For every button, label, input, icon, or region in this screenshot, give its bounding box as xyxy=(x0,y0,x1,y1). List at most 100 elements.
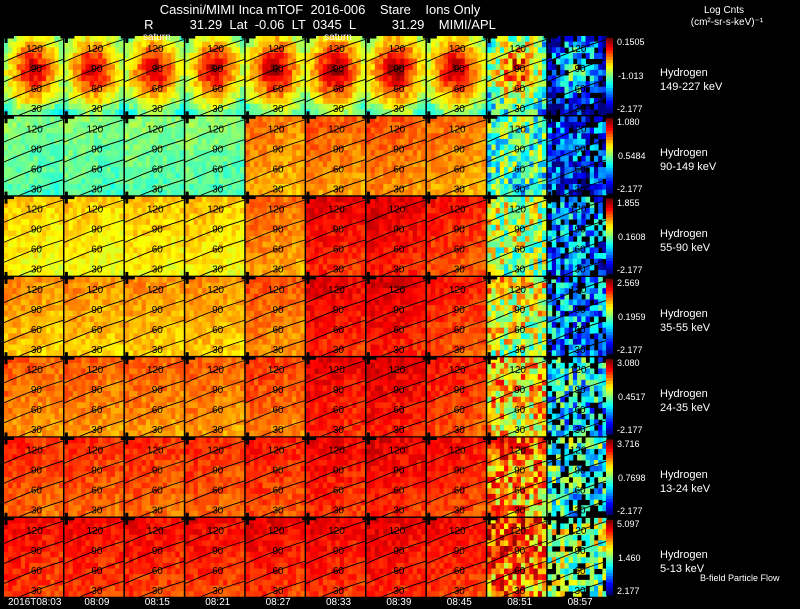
heatmap-cell xyxy=(218,202,224,209)
heatmap-cell xyxy=(162,167,168,174)
heatmap-cell xyxy=(8,109,13,115)
heatmap-cell xyxy=(431,172,436,179)
heatmap-cell xyxy=(72,224,78,231)
heatmap-cell xyxy=(154,103,159,110)
heatmap-cell xyxy=(602,133,607,140)
heatmap-cell xyxy=(306,184,311,191)
heatmap-cell xyxy=(158,236,164,243)
contour-label: 90 xyxy=(333,144,345,155)
heatmap-cell xyxy=(568,41,574,48)
heatmap-cell xyxy=(568,36,574,43)
heatmap-cell xyxy=(464,103,470,110)
heatmap-cell xyxy=(137,247,143,254)
heatmap-cell xyxy=(431,178,436,185)
heatmap-cell xyxy=(197,224,203,231)
heatmap-cell xyxy=(408,155,414,162)
heatmap-cell xyxy=(202,103,207,110)
heatmap-cell xyxy=(150,69,155,76)
heatmap-cell xyxy=(145,258,151,265)
heatmap-cell xyxy=(46,247,51,254)
heatmap-cell xyxy=(516,92,522,99)
heatmap-cell xyxy=(352,161,357,168)
heatmap-cell xyxy=(477,155,482,162)
heatmap-cell xyxy=(197,75,203,82)
heatmap-cell xyxy=(41,207,47,214)
heatmap-cell xyxy=(387,36,393,43)
heatmap-cell xyxy=(98,150,103,157)
heatmap-cell xyxy=(12,144,18,151)
heatmap-cell xyxy=(541,52,547,59)
heatmap-cell xyxy=(306,138,311,145)
heatmap-cell xyxy=(416,121,422,128)
heatmap-cell xyxy=(12,207,18,214)
heatmap-cell xyxy=(254,92,259,99)
heatmap-cell xyxy=(400,161,405,168)
heatmap-cell xyxy=(20,36,26,43)
heatmap-cell xyxy=(98,116,103,123)
heatmap-cell xyxy=(41,144,47,151)
heatmap-cell xyxy=(291,98,297,105)
heatmap-cell xyxy=(218,253,224,260)
heatmap-cell xyxy=(331,133,336,140)
heatmap-cell xyxy=(197,138,203,145)
heatmap-cell xyxy=(416,150,422,157)
heatmap-cell xyxy=(447,58,453,65)
heatmap-cell xyxy=(81,207,86,214)
heatmap-cell xyxy=(598,167,603,174)
heatmap-cell xyxy=(408,116,414,123)
heatmap-cell xyxy=(435,64,440,71)
heatmap-cell xyxy=(162,81,168,88)
heatmap-cell xyxy=(223,258,228,265)
heatmap-cell xyxy=(245,219,251,226)
contour-line xyxy=(124,79,184,103)
heatmap-cell xyxy=(343,150,349,157)
heatmap-cell xyxy=(46,207,51,214)
heatmap-cell xyxy=(129,264,134,271)
heatmap-cell xyxy=(8,98,13,105)
heatmap-cell xyxy=(370,121,376,128)
heatmap-cell xyxy=(473,184,478,191)
heatmap-cell xyxy=(477,92,482,99)
heatmap-cell xyxy=(283,109,289,115)
heatmap-cell xyxy=(366,69,372,76)
heatmap-cell xyxy=(447,138,453,145)
heatmap-cell xyxy=(235,241,241,248)
heatmap-cell xyxy=(300,109,305,115)
heatmap-cell xyxy=(400,69,405,76)
heatmap-cell xyxy=(25,207,30,214)
heatmap-cell xyxy=(348,184,353,191)
heatmap-cell xyxy=(266,47,272,54)
heatmap-cell xyxy=(64,81,70,88)
heatmap-cell xyxy=(387,81,393,88)
heatmap-cell xyxy=(525,64,530,71)
heatmap-cell xyxy=(339,98,345,105)
heatmap-cell xyxy=(387,116,393,123)
contour-line xyxy=(185,159,245,183)
heatmap-cell xyxy=(564,133,570,140)
heatmap-cell xyxy=(202,58,207,65)
heatmap-cell xyxy=(175,92,180,99)
heatmap-cell xyxy=(366,144,372,151)
heatmap-cell xyxy=(29,58,34,65)
heatmap-cell xyxy=(366,121,372,128)
heatmap-cell xyxy=(421,138,426,145)
heatmap-cell xyxy=(206,196,211,203)
heatmap-cell xyxy=(464,167,470,174)
heatmap-cell xyxy=(68,127,74,134)
heatmap-cell xyxy=(443,155,449,162)
heatmap-cell xyxy=(279,116,284,123)
heatmap-cell xyxy=(258,155,263,162)
heatmap-cell xyxy=(266,81,272,88)
heatmap-cell xyxy=(572,121,578,128)
heatmap-cell xyxy=(585,103,591,110)
heatmap-cell xyxy=(452,64,457,71)
heatmap-cell xyxy=(29,213,34,220)
heatmap-cell xyxy=(525,144,530,151)
heatmap-cell xyxy=(54,189,60,196)
heatmap-cell xyxy=(214,247,220,254)
heatmap-cell xyxy=(214,116,220,123)
contour-label: 90 xyxy=(514,144,526,155)
heatmap-cell xyxy=(193,224,199,231)
heatmap-cell xyxy=(551,172,557,179)
heatmap-cell xyxy=(41,58,47,65)
